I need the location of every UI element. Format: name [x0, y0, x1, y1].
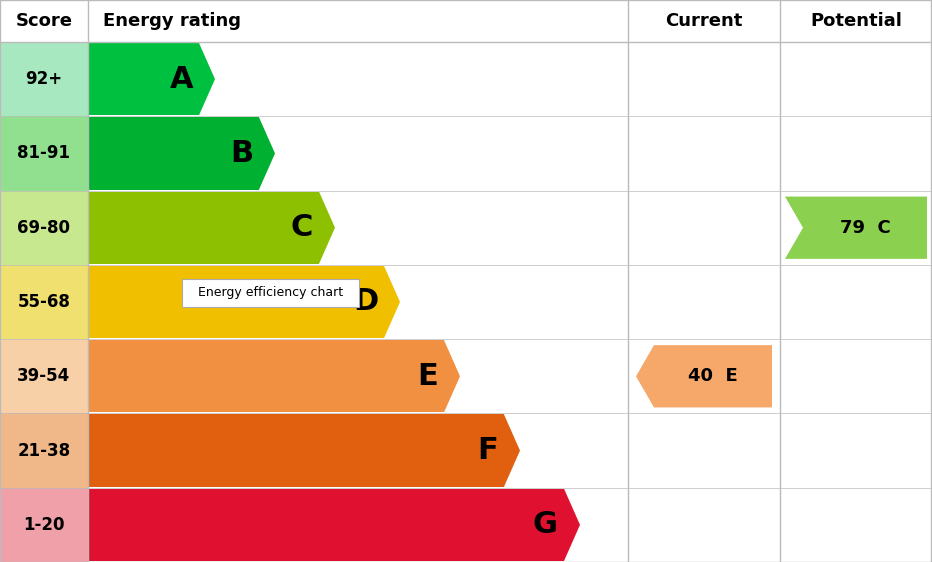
Text: Score: Score: [16, 12, 73, 30]
Text: 40  E: 40 E: [688, 368, 738, 386]
Text: 39-54: 39-54: [18, 368, 71, 386]
Polygon shape: [384, 266, 400, 338]
Text: Potential: Potential: [810, 12, 902, 30]
Bar: [88, 266, 384, 338]
Text: 1-20: 1-20: [23, 516, 64, 534]
Text: F: F: [477, 436, 498, 465]
Text: 21-38: 21-38: [18, 442, 71, 460]
Bar: [0, 414, 88, 488]
Bar: [0, 0, 932, 42]
Polygon shape: [564, 489, 580, 561]
Text: 79  C: 79 C: [840, 219, 890, 237]
Bar: [88, 414, 504, 487]
Bar: [88, 117, 259, 189]
Text: 69-80: 69-80: [18, 219, 71, 237]
Bar: [0, 339, 88, 414]
Bar: [88, 192, 319, 264]
Polygon shape: [259, 117, 275, 189]
Polygon shape: [444, 340, 460, 413]
Polygon shape: [199, 43, 215, 115]
Text: 81-91: 81-91: [18, 144, 71, 162]
Bar: [0, 42, 88, 116]
Text: D: D: [352, 288, 378, 316]
Text: E: E: [418, 362, 438, 391]
Bar: [88, 43, 199, 115]
Bar: [88, 489, 564, 561]
Text: A: A: [170, 65, 193, 94]
Bar: [0, 488, 88, 562]
Text: B: B: [230, 139, 253, 168]
Bar: [88, 340, 444, 413]
Text: Current: Current: [665, 12, 743, 30]
Polygon shape: [504, 414, 520, 487]
Text: G: G: [533, 510, 558, 540]
Text: 55-68: 55-68: [18, 293, 71, 311]
Bar: [0, 265, 88, 339]
Polygon shape: [319, 192, 335, 264]
Bar: [0, 116, 88, 191]
Text: C: C: [291, 213, 313, 242]
Bar: [0, 191, 88, 265]
Polygon shape: [636, 345, 772, 407]
Text: Energy rating: Energy rating: [103, 12, 241, 30]
FancyBboxPatch shape: [182, 279, 359, 307]
Text: Energy efficiency chart: Energy efficiency chart: [198, 286, 343, 299]
Text: 92+: 92+: [25, 70, 62, 88]
Polygon shape: [785, 197, 927, 259]
